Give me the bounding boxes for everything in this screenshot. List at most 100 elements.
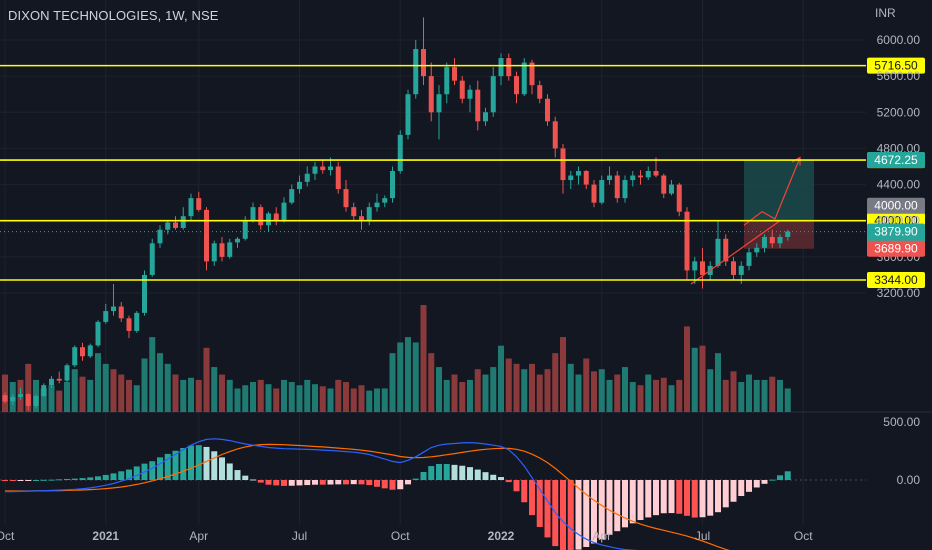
volume-bar: [575, 374, 582, 412]
macd-hist-bar: [637, 480, 644, 521]
volume-bar: [598, 369, 605, 412]
candle: [545, 98, 550, 122]
macd-hist-bar: [33, 480, 39, 481]
candle: [359, 216, 364, 221]
macd-hist-bar: [746, 480, 752, 492]
volume-bar: [498, 345, 504, 412]
macd-hist-bar: [327, 480, 334, 485]
macd-hist-bar: [79, 478, 86, 480]
candle: [258, 207, 264, 226]
candle: [405, 94, 411, 135]
candle: [297, 181, 302, 190]
macd-hist-bar: [172, 450, 179, 480]
candle: [467, 89, 473, 99]
macd-hist-bar: [389, 480, 396, 490]
candle: [87, 345, 93, 357]
x-tick-label: Oct: [391, 529, 410, 543]
macd-hist-bar: [281, 480, 287, 486]
macd-hist-bar: [560, 480, 566, 550]
macd-hist-bar: [48, 479, 55, 481]
stop-zone: [744, 220, 814, 249]
macd-hist-bar: [64, 478, 70, 480]
macd-hist-bar: [149, 461, 156, 480]
volume-bar: [591, 371, 597, 412]
candle: [343, 189, 349, 208]
macd-hist-bar: [443, 463, 450, 480]
volume-bar: [180, 379, 187, 412]
volume-bar: [544, 369, 551, 412]
candle: [118, 306, 124, 319]
candle: [785, 231, 791, 237]
candle: [382, 198, 388, 203]
level-label-bg: [867, 271, 925, 288]
candle: [33, 396, 39, 406]
volume-bar: [614, 374, 621, 412]
price-label-bg: [867, 151, 925, 168]
macd-hist-bar: [784, 471, 791, 480]
volume-bar: [133, 385, 140, 412]
volume-bar: [505, 358, 512, 412]
projection-path: [743, 157, 801, 226]
candle: [126, 318, 132, 331]
macd-hist-bar: [668, 480, 675, 514]
volume-bar: [40, 388, 47, 412]
x-tick-label: Oct: [0, 529, 15, 543]
candle: [211, 243, 217, 262]
macd-hist-bar: [622, 480, 628, 528]
macd-hist-bar: [195, 445, 202, 480]
macd-hist-bar: [102, 474, 109, 480]
volume-bar: [319, 386, 326, 412]
macd-hist-bar: [343, 480, 349, 485]
candle: [514, 76, 519, 95]
macd-hist-bar: [761, 480, 768, 484]
candle: [397, 134, 403, 172]
macd-hist-bar: [265, 480, 272, 485]
candle: [459, 80, 465, 99]
volume-bar: [777, 379, 783, 412]
macd-hist-bar: [188, 445, 194, 480]
candle: [583, 171, 589, 185]
macd-hist-bar: [203, 446, 210, 480]
macd-hist-bar: [420, 471, 427, 480]
volume-bar: [397, 342, 404, 412]
signal-line: [5, 443, 730, 550]
candle: [552, 121, 558, 149]
candle: [723, 238, 729, 262]
candle: [498, 58, 504, 77]
candle: [312, 166, 318, 174]
candle: [568, 175, 574, 181]
volume-bar: [25, 363, 32, 412]
macd-hist-bar: [614, 480, 621, 532]
macd-hist-bar: [730, 480, 737, 502]
candle: [421, 49, 426, 77]
candle: [111, 306, 116, 312]
candle: [390, 171, 395, 199]
candle: [80, 347, 85, 357]
candle: [49, 378, 54, 386]
macd-hist-bar: [606, 480, 613, 535]
candle: [638, 175, 643, 178]
volume-bar: [172, 374, 179, 412]
candle: [645, 171, 651, 178]
candle: [235, 238, 240, 243]
macd-hist-bar: [312, 480, 318, 485]
candle: [428, 76, 434, 113]
volume-bar: [668, 385, 675, 412]
x-tick-label: Apr: [592, 529, 611, 543]
price-label-bg: [867, 240, 925, 257]
macd-hist-bar: [71, 478, 78, 480]
candle: [653, 171, 659, 176]
candle: [413, 49, 419, 95]
volume-bar: [141, 358, 148, 412]
macd-hist-bar: [591, 480, 597, 544]
candle: [289, 189, 295, 203]
candle: [25, 394, 31, 406]
macd-hist-bar: [769, 479, 776, 481]
volume-bar: [188, 377, 194, 412]
candle: [328, 166, 333, 171]
macd-hist-bar: [405, 480, 411, 485]
volume-bar: [95, 353, 101, 412]
candle: [250, 207, 256, 221]
candle: [661, 175, 667, 194]
